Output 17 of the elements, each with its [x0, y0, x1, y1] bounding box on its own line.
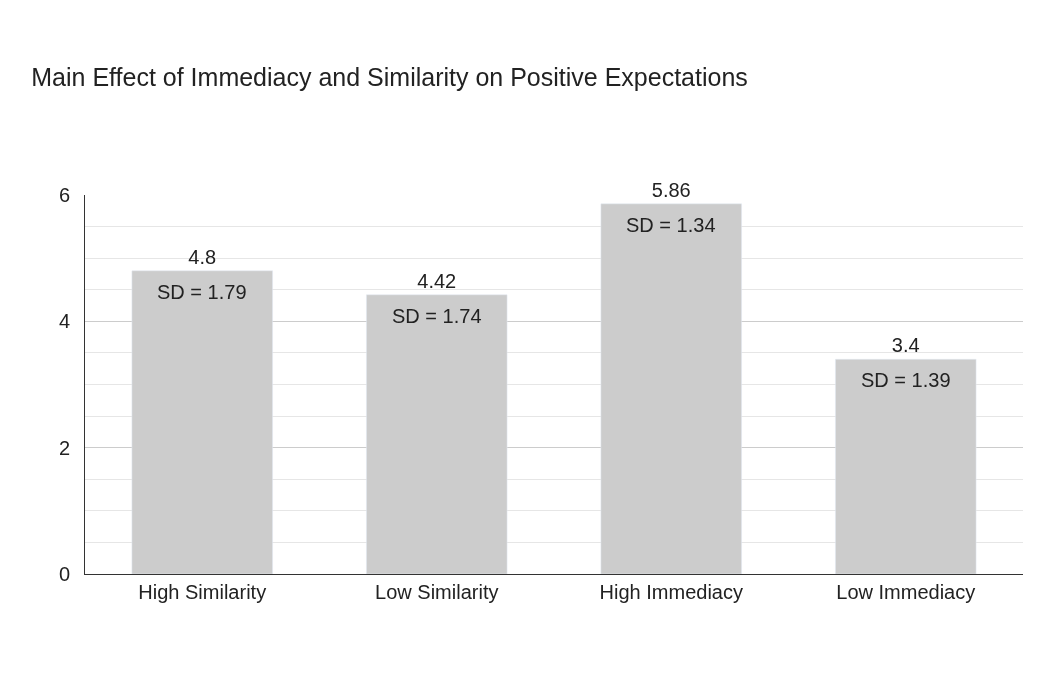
y-tick-label: 2	[58, 436, 70, 459]
y-tick-label: 0	[58, 563, 70, 585]
data-label: 3.4	[891, 334, 920, 357]
annotation: SD = 1.74	[392, 305, 482, 327]
x-tick-label: High Similarity	[138, 581, 267, 603]
annotation: SD = 1.34	[626, 214, 716, 236]
data-label: 4.42	[417, 269, 457, 292]
data-label: 5.86	[651, 178, 691, 201]
data-label: 4.8	[188, 245, 217, 268]
y-tick-label: 6	[58, 184, 70, 206]
annotation: SD = 1.39	[861, 369, 951, 391]
x-tick-label: Low Immediacy	[836, 581, 976, 603]
x-tick-label: Low Similarity	[375, 581, 499, 603]
chart-title: Main Effect of Immediacy and Similarity on Positive Expectations	[31, 62, 748, 91]
y-tick-label: 4	[58, 310, 70, 333]
annotation: SD = 1.79	[157, 281, 247, 303]
x-tick-label: High Immediacy	[599, 581, 743, 603]
